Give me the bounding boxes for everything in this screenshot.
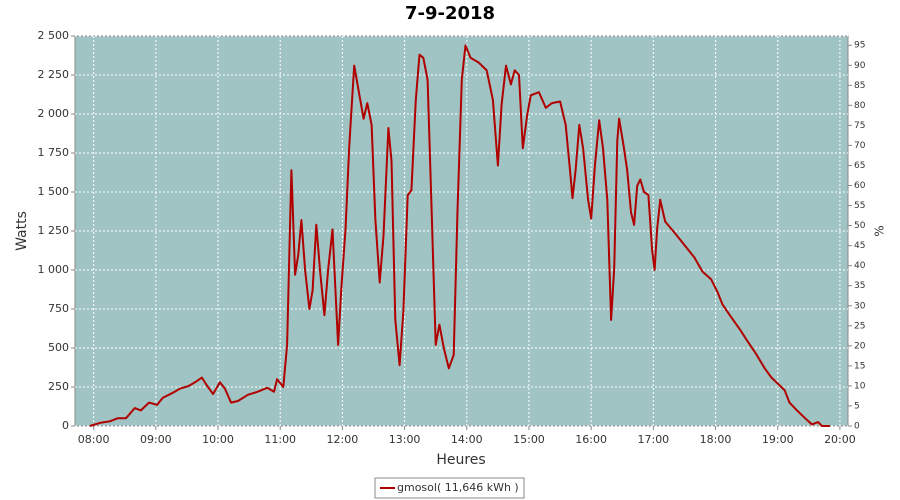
x-tick-label: 15:00 bbox=[513, 433, 545, 446]
x-tick-label: 09:00 bbox=[140, 433, 172, 446]
y2-tick-label: 20 bbox=[854, 341, 866, 351]
x-tick-label: 14:00 bbox=[451, 433, 483, 446]
x-tick-label: 11:00 bbox=[264, 433, 296, 446]
y-tick-label: 1 500 bbox=[38, 185, 70, 198]
series-line bbox=[89, 44, 830, 427]
y2-tick-label: 35 bbox=[854, 281, 865, 291]
y2-tick-label: 45 bbox=[854, 241, 865, 251]
y-tick-label: 1 750 bbox=[38, 146, 70, 159]
y2-tick-label: 95 bbox=[854, 41, 865, 51]
y2-tick-label: 30 bbox=[854, 301, 866, 311]
y2-tick-label: 50 bbox=[854, 221, 866, 231]
y2-tick-label: 25 bbox=[854, 321, 865, 331]
y-tick-label: 1 000 bbox=[38, 263, 70, 276]
y-axis-label: Watts bbox=[14, 211, 30, 251]
y-tick-label: 2 500 bbox=[38, 29, 70, 42]
y-tick-label: 0 bbox=[62, 419, 69, 432]
x-tick-label: 16:00 bbox=[575, 433, 607, 446]
x-tick-label: 17:00 bbox=[637, 433, 669, 446]
y-tick-label: 2 250 bbox=[38, 68, 70, 81]
y2-tick-label: 75 bbox=[854, 121, 865, 131]
x-tick-label: 12:00 bbox=[327, 433, 359, 446]
y2-tick-label: 80 bbox=[854, 101, 866, 111]
x-tick-label: 19:00 bbox=[762, 433, 794, 446]
y-tick-label: 1 250 bbox=[38, 224, 70, 237]
y-tick-label: 250 bbox=[48, 380, 69, 393]
y2-tick-label: 5 bbox=[854, 401, 860, 411]
y2-tick-label: 55 bbox=[854, 201, 865, 211]
x-tick-label: 08:00 bbox=[78, 433, 110, 446]
y2-axis-label: % bbox=[873, 225, 887, 236]
y2-tick-label: 15 bbox=[854, 361, 865, 371]
x-tick-label: 18:00 bbox=[700, 433, 732, 446]
y2-tick-label: 60 bbox=[854, 181, 866, 191]
y2-tick-label: 90 bbox=[854, 61, 866, 71]
y2-tick-label: 65 bbox=[854, 161, 865, 171]
y2-tick-label: 70 bbox=[854, 141, 866, 151]
y2-tick-label: 85 bbox=[854, 81, 865, 91]
x-tick-label: 13:00 bbox=[389, 433, 421, 446]
y2-tick-label: 10 bbox=[854, 381, 866, 391]
chart-title: 7-9-2018 bbox=[405, 3, 495, 24]
x-tick-label: 20:00 bbox=[824, 433, 856, 446]
y-tick-label: 750 bbox=[48, 302, 69, 315]
y2-tick-label: 0 bbox=[854, 422, 860, 432]
legend bbox=[374, 477, 525, 499]
x-axis-label: Heures bbox=[436, 452, 485, 468]
y-tick-label: 2 000 bbox=[38, 107, 70, 120]
y-tick-label: 500 bbox=[48, 341, 69, 354]
legend-label: gmosol( 11,646 kWh ) bbox=[397, 481, 519, 494]
y2-tick-label: 40 bbox=[854, 261, 866, 271]
x-tick-label: 10:00 bbox=[202, 433, 234, 446]
